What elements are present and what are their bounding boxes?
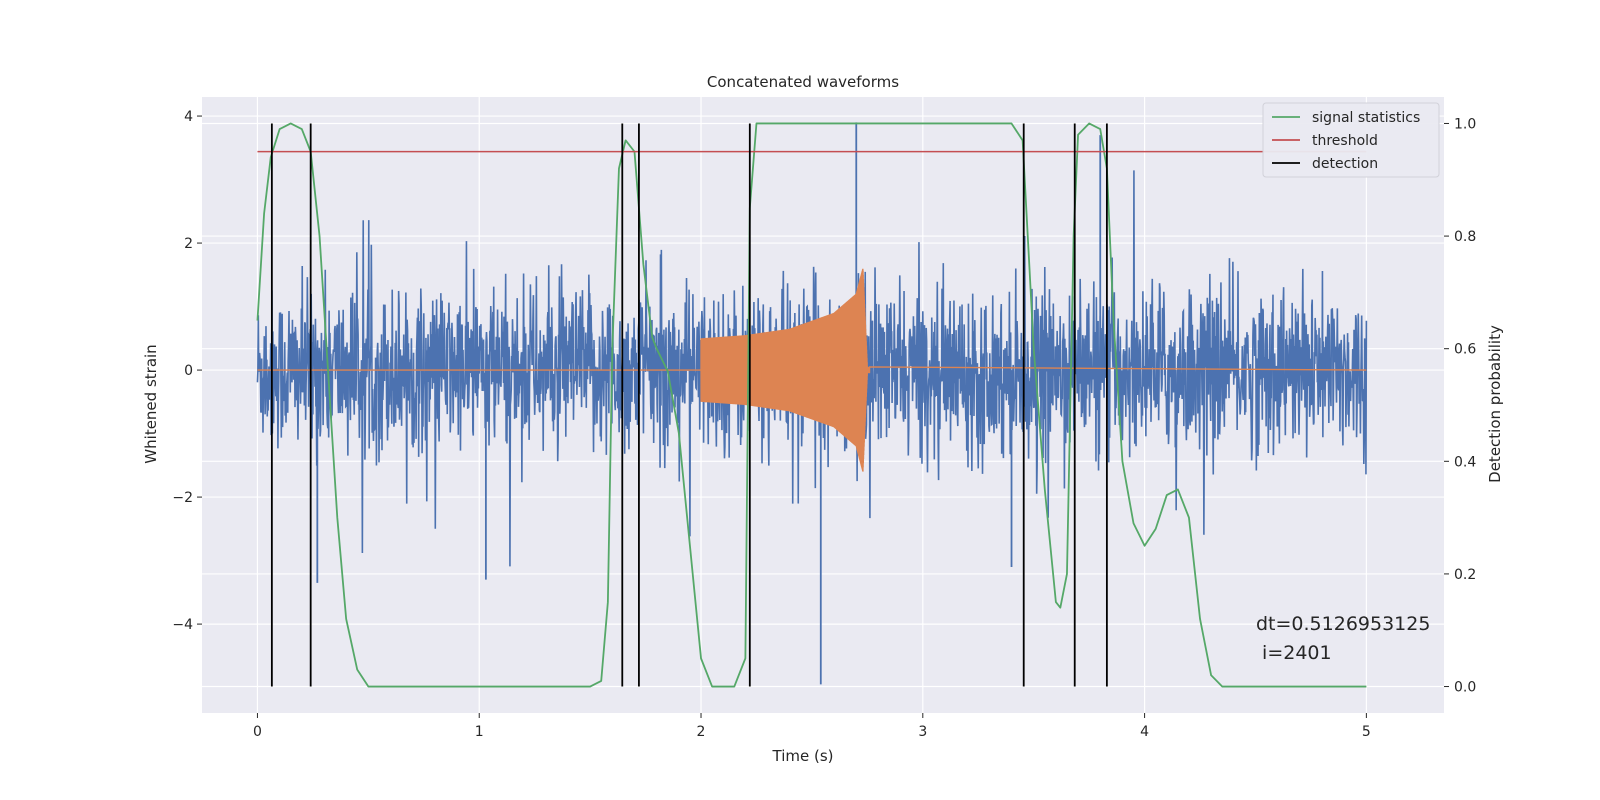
- axes-ticks: 0 1 2 3 4 5 −4 −2 0 2 4 0.0 0.2 0.4 0.6 0.8 1.0: [172, 109, 1476, 740]
- x-tick-label: 4: [1140, 724, 1149, 740]
- x-tick-label: 2: [697, 724, 706, 740]
- y2-tick-label: 0.6: [1454, 342, 1476, 358]
- y2-tick-label: 0.4: [1454, 454, 1476, 470]
- signal-statistics-line: [256, 122, 1367, 688]
- x-tick-label: 3: [918, 724, 927, 740]
- chirp-series: [257, 268, 1367, 472]
- y2-tick-label: 0.8: [1454, 229, 1476, 245]
- y-tick-label: 2: [184, 236, 193, 252]
- y2-axis-label: Detection probability: [1486, 325, 1504, 483]
- x-tick-label: 1: [475, 724, 484, 740]
- y-tick-label: 0: [184, 363, 193, 379]
- y2-tick-label: 0.2: [1454, 567, 1476, 583]
- chirp-line: [257, 268, 1367, 472]
- x-tick-label: 5: [1362, 724, 1371, 740]
- signal-statistics-series: [256, 122, 1367, 688]
- legend-label-signal-statistics: signal statistics: [1312, 110, 1420, 126]
- annotation-dt: dt=0.5126953125: [1256, 613, 1430, 635]
- y-tick-label: −2: [172, 490, 193, 506]
- legend-box: [1262, 102, 1440, 178]
- y-tick-label: −4: [172, 617, 193, 633]
- legend: signal statistics threshold detection: [1262, 102, 1440, 178]
- y-tick-label: 4: [184, 109, 193, 125]
- detection-lines: [270, 123, 1108, 687]
- legend-label-threshold: threshold: [1312, 133, 1378, 149]
- y2-tick-label: 0.0: [1454, 680, 1476, 696]
- x-axis-label: Time (s): [772, 747, 834, 765]
- y2-tick-label: 1.0: [1454, 116, 1476, 132]
- y-axis-label: Whitened strain: [142, 344, 160, 463]
- legend-label-detection: detection: [1312, 156, 1378, 172]
- annotation-i: i=2401: [1256, 642, 1332, 664]
- x-tick-label: 0: [253, 724, 262, 740]
- chart-title: Concatenated waveforms: [707, 73, 899, 91]
